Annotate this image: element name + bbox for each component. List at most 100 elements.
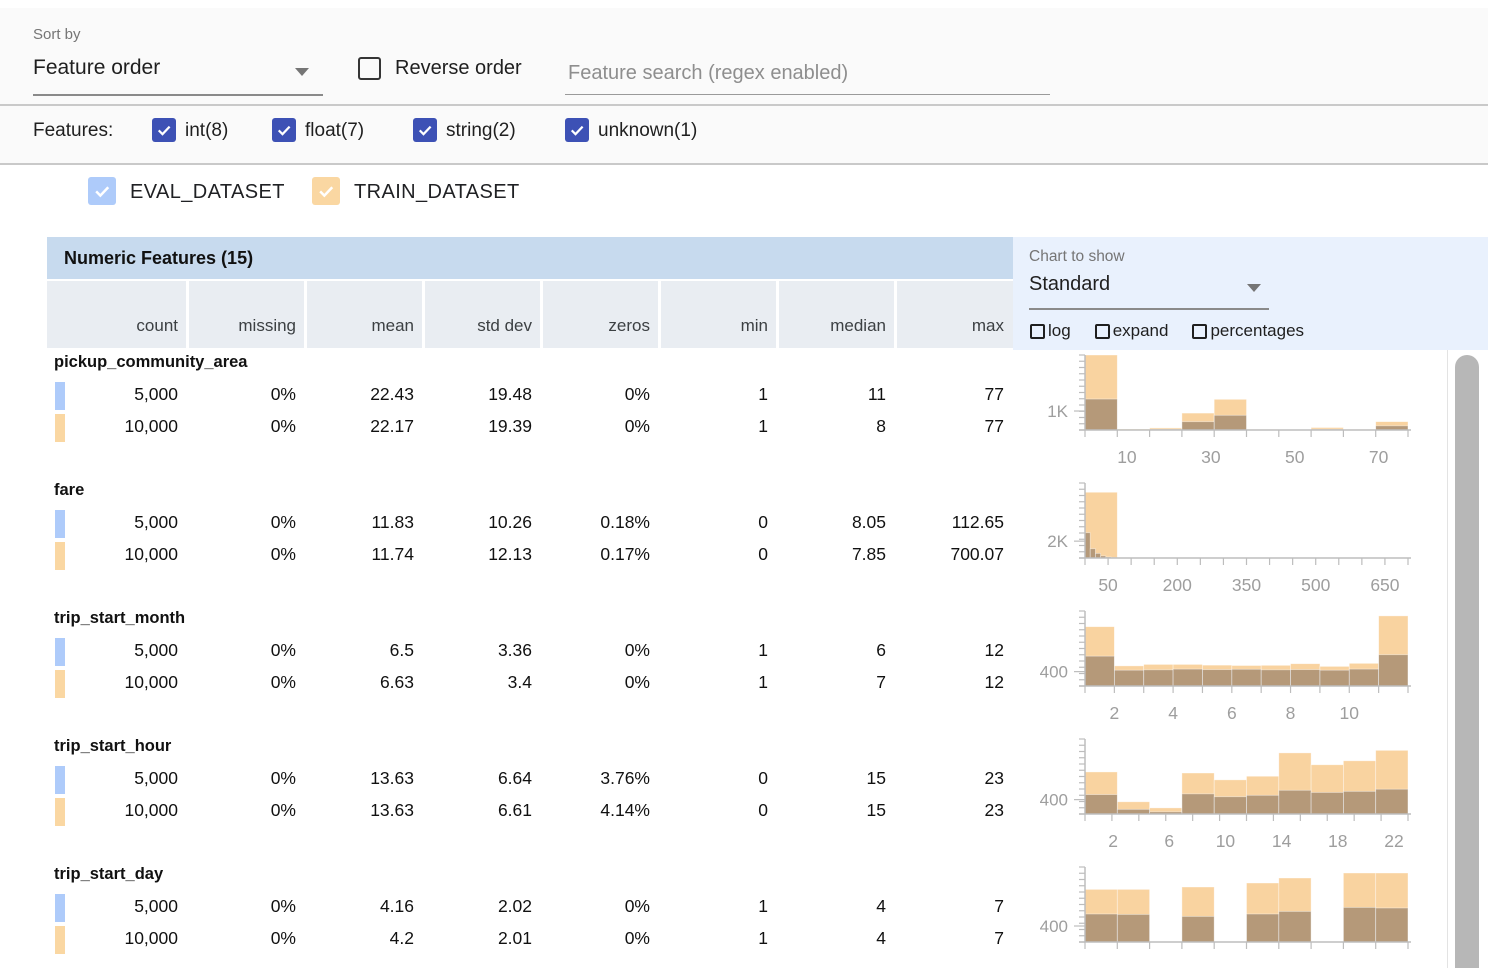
eval-bar	[1231, 668, 1262, 687]
eval-bar	[1089, 548, 1096, 559]
feature-row-trip_start_month: trip_start_month 5,000 0% 6.5 3.36 0% 1 6 12 10,0…	[0, 604, 1488, 732]
cell: 0%	[270, 544, 296, 564]
cell: 10,000	[124, 672, 178, 692]
eval-bar	[1202, 669, 1233, 687]
feature-name: fare	[54, 481, 85, 499]
cell: 10,000	[124, 544, 178, 564]
eval-bar	[1343, 790, 1377, 815]
feature-type-checkbox-string2[interactable]	[413, 118, 437, 142]
chart-type-select[interactable]: Standard	[1029, 271, 1269, 305]
check-icon	[570, 125, 584, 136]
cell: 77	[984, 384, 1004, 404]
column-header-mean: mean	[371, 316, 414, 335]
divider	[0, 163, 1488, 165]
cell: 0%	[270, 512, 296, 532]
column-header-zeros: zeros	[608, 316, 650, 335]
sort-by-label: Sort by	[33, 26, 81, 43]
cell: 1	[758, 928, 768, 948]
x-axis-label: 6	[1164, 831, 1174, 851]
eval-bar	[1310, 792, 1344, 815]
cell: 12	[984, 640, 1004, 660]
feature-type-checkbox-unknown1[interactable]	[565, 118, 589, 142]
cell: 0%	[270, 640, 296, 660]
train-bar	[1343, 760, 1377, 815]
panel-divider	[1447, 350, 1448, 968]
sort-by-value: Feature order	[33, 56, 161, 79]
cell: 13.63	[370, 800, 414, 820]
cell: 5,000	[134, 384, 178, 404]
feature-rows: pickup_community_area 5,000 0% 22.43 19.48 0%…	[0, 348, 1488, 968]
dataset-checkbox-train_dataset[interactable]	[312, 177, 340, 205]
cell: 0%	[270, 672, 296, 692]
eval-bar	[1084, 655, 1115, 687]
cell: 0%	[270, 384, 296, 404]
cell: 0%	[270, 416, 296, 436]
chart-toggle-checkbox-expand[interactable]	[1094, 323, 1110, 339]
cell: 0%	[624, 416, 650, 436]
eval-bar	[1172, 668, 1203, 687]
cell: 23	[984, 768, 1004, 788]
check-icon	[157, 125, 171, 136]
x-axis-label: 10	[1340, 703, 1360, 723]
cell: 1	[758, 672, 768, 692]
column-separator	[304, 281, 307, 348]
x-axis-label: 8	[1286, 703, 1296, 723]
cell: 7	[876, 672, 886, 692]
dataset-label: TRAIN_DATASET	[354, 181, 520, 203]
cell: 0.17%	[600, 544, 650, 564]
feature-row-pickup_community_area: pickup_community_area 5,000 0% 22.43 19.48 0%…	[0, 348, 1488, 476]
chart-toggle-checkbox-percentages[interactable]	[1192, 323, 1208, 339]
eval-bar	[1084, 532, 1091, 559]
cell: 6.5	[389, 640, 414, 660]
chart-toggle-checkbox-log[interactable]	[1030, 323, 1045, 339]
chart-to-show-label: Chart to show	[1029, 248, 1125, 265]
feature-type-label: unknown(1)	[598, 120, 698, 141]
eval-bar	[1290, 669, 1321, 687]
train-bar	[1278, 752, 1312, 815]
column-header-std-dev: std dev	[477, 316, 532, 335]
reverse-order-checkbox[interactable]	[358, 57, 381, 80]
vertical-scrollbar[interactable]	[1455, 355, 1479, 968]
column-header-count: count	[136, 316, 178, 335]
cell: 0	[758, 544, 768, 564]
cell: 23	[984, 800, 1004, 820]
cell: 1	[758, 640, 768, 660]
eval-bar	[1278, 911, 1312, 943]
histogram-fare: 2K 50 200 350 500 650	[1047, 482, 1411, 595]
dataset-checkbox-eval_dataset[interactable]	[88, 177, 116, 205]
cell: 11.83	[371, 512, 415, 532]
cell: 3.76%	[600, 768, 650, 788]
cell: 0%	[624, 896, 650, 916]
check-icon	[277, 125, 291, 136]
x-axis-label: 14	[1272, 831, 1292, 851]
cell: 0%	[270, 800, 296, 820]
legend-swatch-train	[55, 670, 65, 698]
cell: 3.4	[507, 672, 532, 692]
legend-swatch-train	[55, 798, 65, 826]
cell: 0%	[624, 672, 650, 692]
data-row-eval: 5,000 0% 6.5 3.36 0% 1 6 12	[0, 637, 1013, 667]
chart-controls-panel: Chart to show Standard log expand percenta…	[1013, 237, 1488, 350]
cell: 4.14%	[600, 800, 650, 820]
eval-bar	[1375, 788, 1409, 815]
cell: 8.05	[851, 512, 886, 532]
feature-search-input[interactable]	[565, 54, 1050, 95]
feature-type-checkbox-float7[interactable]	[272, 118, 296, 142]
cell: 4	[876, 928, 886, 948]
train-bar	[1116, 889, 1150, 943]
cell: 77	[984, 416, 1004, 436]
cell: 22.43	[370, 384, 414, 404]
chart-select-underline	[1029, 308, 1269, 310]
y-axis-label: 1K	[1047, 402, 1068, 421]
x-axis-label: 10	[1117, 447, 1137, 467]
sort-by-select[interactable]: Feature order	[33, 50, 323, 94]
cell: 112.65	[951, 512, 1004, 532]
cell: 12	[984, 672, 1004, 692]
cell: 6.63	[379, 672, 414, 692]
feature-name: trip_start_month	[54, 609, 186, 627]
train-bar	[1375, 872, 1409, 943]
chart-toggle-label: expand	[1112, 321, 1169, 340]
cell: 15	[866, 800, 886, 820]
feature-type-checkbox-int8[interactable]	[152, 118, 176, 142]
cell: 7	[994, 896, 1004, 916]
